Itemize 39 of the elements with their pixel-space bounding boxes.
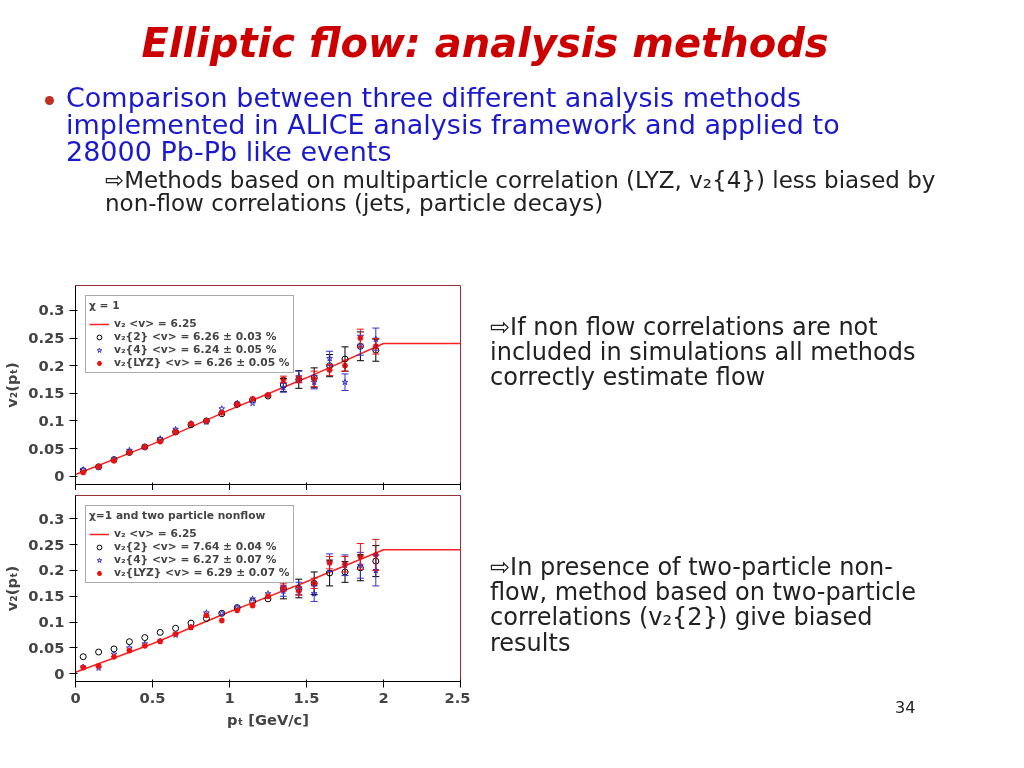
y-tick-label: 0.05 [28,439,65,457]
y-tick-label: 0.3 [38,301,65,319]
legend-title: χ=1 and two particle nonflow [89,509,267,522]
y-tick-label: 0.15 [28,587,65,605]
legend-label: v₂{LYZ} <v> = 6.26 ± 0.05 % [114,356,290,369]
x-tick-label: 0 [70,688,81,706]
y-tick-label: 0.2 [38,561,65,579]
text: ⇨In presence of two-particle non-flow, method based on two-particle correlations (v₂{2}) give biased results [490,553,917,657]
y-axis-title: v₂(pₜ) [3,362,21,408]
y-tick-label: 0.15 [28,384,65,402]
x-tick-label: 2 [378,688,389,706]
legend-title: χ = 1 [89,299,121,312]
legend-label: v₂{LYZ} <v> = 6.29 ± 0.07 % [114,566,290,579]
text: ⇨Methods based on multiparticle correlation (LYZ, v₂{4}) less biased by non-flow correlations (jets, particle decays) [105,167,937,217]
chart-title: Elliptic flow: analysis methods [140,19,830,68]
y-tick-label: 0.3 [38,509,65,527]
y-tick-label: 0.2 [38,356,65,374]
x-tick-label: 1 [224,688,235,706]
text: Comparison between three different analysis methods implemented in ALICE analysis framework and applied to 28000 Pb-Pb like events [66,82,841,168]
y-tick-label: 0.1 [38,613,65,631]
legend-label: v₂ <v> = 6.25 [114,317,197,330]
y-tick-label: 0 [54,467,65,485]
x-axis-title: pₜ [GeV/c] [226,710,310,728]
legend-label: v₂{2} <v> = 6.26 ± 0.03 % [114,330,277,343]
y-tick-label: 0.05 [28,638,65,656]
x-tick-label: 2.5 [444,688,471,706]
legend-label: v₂{2} <v> = 7.64 ± 0.04 % [114,540,277,553]
text: 34 [895,698,916,717]
y-tick-label: 0.25 [28,535,65,553]
y-tick-label: 0 [54,664,65,682]
x-tick-label: 0.5 [139,688,166,706]
y-tick-label: 0.25 [28,329,65,347]
text: ⇨If non flow correlations are not included in simulations all methods correctly estimate flow [490,313,917,392]
legend-label: v₂{4} <v> = 6.24 ± 0.05 % [114,343,277,356]
x-tick-label: 1.5 [293,688,320,706]
y-tick-label: 0.1 [38,411,65,429]
legend-label: v₂ <v> = 6.25 [114,527,197,540]
y-axis-title: v₂(pₜ) [3,565,21,612]
legend-label: v₂{4} <v> = 6.27 ± 0.07 % [114,553,277,566]
